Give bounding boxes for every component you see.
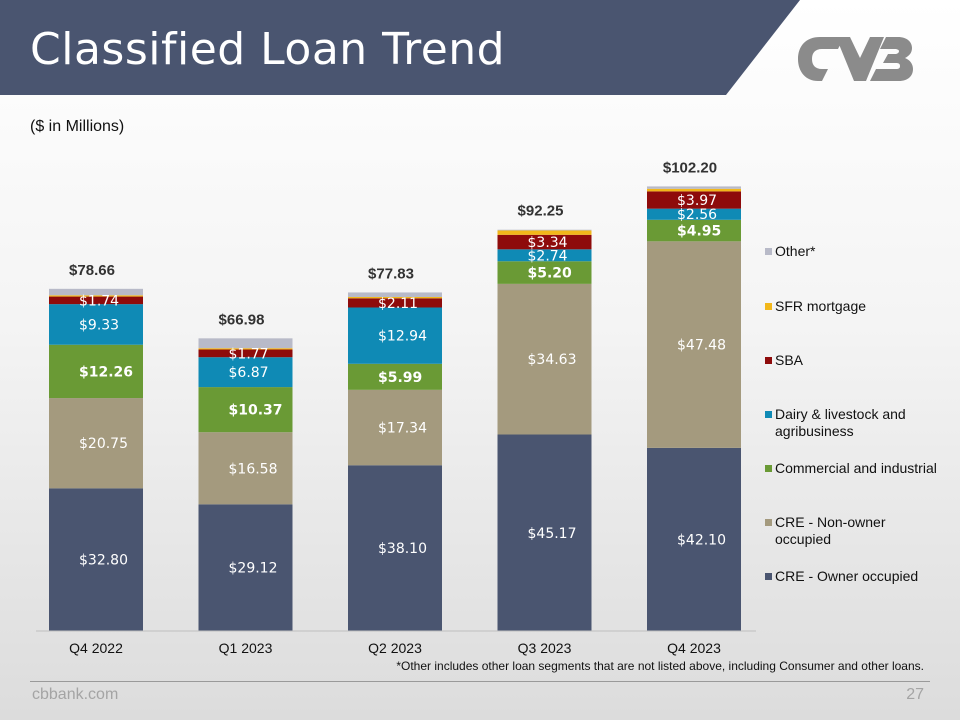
bar-segment [647,191,741,209]
footer-divider [30,681,930,682]
bar-segment [198,348,293,350]
data-label: $5.99 [378,370,422,386]
bar-segment [348,298,442,308]
data-label: $17.34 [378,421,427,437]
legend-swatch [765,248,772,255]
cvb-logo [798,37,913,81]
legend-label: Dairy & livestock and agribusiness [775,406,906,439]
bar-segment [49,304,143,345]
bar-segment [497,234,592,250]
total-label: $102.20 [663,159,717,176]
data-label: $32.80 [79,553,128,569]
data-label: $4.95 [677,224,721,240]
bar-segment [348,307,442,364]
x-tick-label: Q1 2023 [219,640,273,656]
x-tick-label: Q4 2022 [69,640,123,656]
total-label: $92.25 [518,203,564,220]
bar-segment [497,283,592,435]
data-label: $2.74 [528,248,568,264]
data-label: $34.63 [528,352,577,368]
bar-segment [647,208,741,220]
bar-segment [198,357,293,388]
legend-label: SFR mortgage [775,298,867,314]
data-label: $16.58 [229,461,278,477]
legend-label: Other* [775,243,816,259]
data-label: $42.10 [677,532,726,548]
bar-segment [49,488,143,631]
legend-label: CRE - Non-owner occupied [775,514,886,547]
data-label: $47.48 [677,338,726,354]
legend-swatch [765,573,772,580]
legend-swatch [765,303,772,310]
bar-segment [49,295,143,297]
bar-segment [497,229,592,231]
legend-label: SBA [775,352,804,368]
bar-segment [348,297,442,299]
data-label: $5.20 [528,266,573,282]
total-label: $77.83 [368,265,414,282]
slide-title: Classified Loan Trend [30,24,506,75]
bar-segment [198,432,293,505]
data-label: $29.12 [229,561,278,577]
data-label: $38.10 [378,541,427,557]
bar-segment [348,389,442,466]
x-tick-label: Q4 2023 [667,640,721,656]
data-label: $12.94 [378,329,427,345]
legend-swatch [765,519,772,526]
footer-url: cbbank.com [32,686,119,703]
bar-segment [198,504,293,631]
bar-segment [198,338,293,349]
legend-swatch [765,465,772,472]
bar-segment [49,398,143,489]
data-label: $3.97 [677,193,717,209]
title-banner-shape [0,0,800,95]
bar-segment [49,296,143,305]
title-banner [0,0,800,95]
data-label: $9.33 [79,317,119,333]
legend-label: CRE - Owner occupied [775,568,919,584]
legend-swatch [765,357,772,364]
legend-label: Commercial and industrial [775,460,937,476]
bar-segment [647,186,741,189]
data-label: $1.77 [229,346,269,362]
data-label: $6.87 [229,365,269,381]
bar-segment [497,434,592,631]
bar-segment [198,387,293,433]
chart-footnote: *Other includes other loan segments that… [396,659,924,673]
units-note: ($ in Millions) [30,118,125,135]
bar-segment [647,219,741,242]
x-tick-label: Q3 2023 [518,640,572,656]
bar-segment [348,292,442,298]
data-label: $2.56 [677,207,717,223]
bar-segment [49,288,143,296]
data-label: $2.11 [378,296,418,312]
legend-swatch [765,411,772,418]
bar-segment [647,241,741,448]
x-tick-label: Q2 2023 [368,640,422,656]
bar-segment [497,249,592,262]
data-label: $12.26 [79,364,133,380]
data-label: $20.75 [79,436,128,452]
bar-segment [49,344,143,399]
page-number: 27 [906,686,924,703]
bar-segment [348,465,442,631]
bar-segment [647,447,741,631]
bar-segment [497,261,592,284]
total-label: $66.98 [219,311,265,328]
bar-segment [647,188,741,192]
bar-segment [198,349,293,358]
total-label: $78.66 [69,262,115,279]
data-label: $45.17 [528,526,577,542]
data-label: $3.34 [528,235,568,251]
bar-segment [497,230,592,235]
data-label: $10.37 [229,403,283,419]
bar-segment [348,363,442,390]
data-label: $1.74 [79,293,119,309]
